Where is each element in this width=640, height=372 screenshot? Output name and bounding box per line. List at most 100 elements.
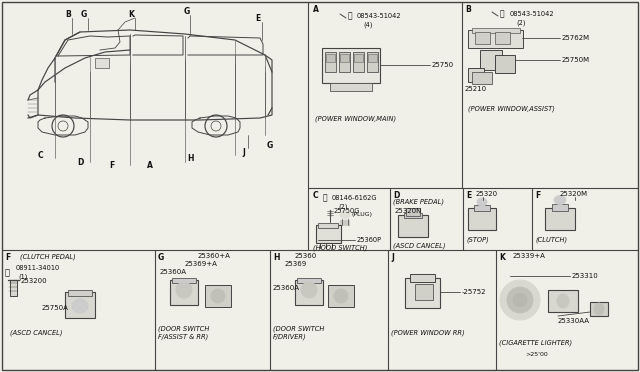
Bar — [340, 54, 349, 62]
Bar — [406, 208, 420, 216]
Bar — [326, 54, 335, 62]
Bar — [65, 292, 95, 318]
Ellipse shape — [477, 198, 487, 206]
Text: 25360A: 25360A — [160, 269, 187, 275]
Text: -25752: -25752 — [462, 289, 486, 295]
Text: (POWER WINDOW RR): (POWER WINDOW RR) — [391, 330, 465, 337]
Text: 25762M: 25762M — [562, 35, 590, 41]
Text: 08543-51042: 08543-51042 — [510, 11, 555, 17]
Text: (4): (4) — [363, 21, 372, 28]
Bar — [468, 68, 484, 82]
Bar — [297, 278, 321, 283]
Bar — [330, 83, 372, 91]
Text: F/DRIVER): F/DRIVER) — [273, 333, 307, 340]
Text: (DOOR SWITCH: (DOOR SWITCH — [273, 325, 324, 331]
Text: (HOOD SWITCH): (HOOD SWITCH) — [313, 244, 367, 250]
Text: (PLUG): (PLUG) — [352, 212, 373, 217]
Bar — [295, 280, 323, 305]
Text: 25320: 25320 — [476, 191, 498, 197]
Text: >25'00: >25'00 — [525, 352, 548, 357]
Bar — [354, 54, 363, 62]
Bar — [95, 58, 109, 68]
Text: 25320N: 25320N — [395, 208, 422, 214]
Bar — [368, 54, 377, 62]
Bar — [472, 72, 492, 84]
Bar — [325, 52, 336, 72]
Text: (CLUTCH): (CLUTCH) — [535, 236, 567, 243]
Text: J: J — [243, 148, 245, 157]
Text: (CLUTCH PEDAL): (CLUTCH PEDAL) — [20, 253, 76, 260]
Text: (CIGARETTE LIGHTER): (CIGARETTE LIGHTER) — [499, 340, 572, 346]
Text: G: G — [267, 141, 273, 150]
Bar — [495, 55, 515, 73]
Bar — [468, 208, 496, 230]
Text: 25369: 25369 — [285, 261, 307, 267]
Text: 08146-6162G: 08146-6162G — [332, 195, 378, 201]
Text: C: C — [313, 191, 319, 200]
Text: (DOOR SWITCH: (DOOR SWITCH — [158, 325, 209, 331]
Text: K: K — [499, 253, 505, 262]
Text: 253310: 253310 — [572, 273, 599, 279]
Text: 25750A: 25750A — [42, 305, 69, 311]
Bar — [398, 215, 428, 237]
Bar — [170, 280, 198, 305]
Text: (ASCD CANCEL): (ASCD CANCEL) — [10, 330, 63, 337]
Circle shape — [500, 280, 540, 320]
Bar — [205, 285, 231, 307]
Text: (STOP): (STOP) — [466, 236, 489, 243]
Bar — [404, 213, 422, 218]
Text: (ASCD CANCEL): (ASCD CANCEL) — [393, 242, 445, 248]
Text: (POWER WINDOW,MAIN): (POWER WINDOW,MAIN) — [315, 115, 396, 122]
Text: (1): (1) — [18, 273, 28, 279]
Text: 25360+A: 25360+A — [198, 253, 231, 259]
Bar — [552, 204, 568, 211]
Text: F/ASSIST & RR): F/ASSIST & RR) — [158, 333, 208, 340]
Bar — [328, 285, 354, 307]
Bar — [545, 208, 575, 230]
Ellipse shape — [594, 303, 604, 315]
Text: A: A — [147, 160, 153, 170]
Text: 25360A: 25360A — [273, 285, 300, 291]
Bar — [172, 278, 196, 283]
Text: C: C — [37, 151, 43, 160]
Text: 25339+A: 25339+A — [513, 253, 546, 259]
Text: F: F — [5, 253, 10, 262]
Text: D: D — [393, 191, 399, 200]
Bar — [405, 278, 440, 308]
Text: F: F — [109, 160, 115, 170]
Bar — [410, 274, 435, 282]
Text: H: H — [187, 154, 193, 163]
Text: 25330AA: 25330AA — [558, 318, 590, 324]
Ellipse shape — [301, 282, 317, 298]
Text: 25750M: 25750M — [562, 57, 590, 63]
Text: ⓝ: ⓝ — [5, 268, 10, 277]
Text: B: B — [65, 10, 71, 19]
Ellipse shape — [176, 282, 192, 298]
Bar — [474, 205, 490, 211]
Text: A: A — [313, 5, 319, 14]
Text: K: K — [128, 10, 134, 19]
Text: E: E — [466, 191, 471, 200]
Text: 253200: 253200 — [21, 278, 47, 284]
Text: Ⓢ: Ⓢ — [500, 10, 504, 19]
Text: H: H — [273, 253, 280, 262]
Text: G: G — [158, 253, 164, 262]
Bar — [475, 32, 490, 44]
Text: 25210: 25210 — [465, 86, 487, 92]
Text: 25369+A: 25369+A — [185, 261, 218, 267]
Ellipse shape — [554, 196, 566, 205]
Circle shape — [513, 293, 527, 307]
Text: 25750: 25750 — [432, 62, 454, 68]
Text: (2): (2) — [516, 19, 525, 26]
Ellipse shape — [211, 289, 225, 303]
Ellipse shape — [334, 289, 348, 303]
Bar — [316, 225, 341, 243]
Bar — [468, 30, 523, 48]
Text: J: J — [391, 253, 394, 262]
Bar — [415, 284, 433, 300]
Text: Ⓢ: Ⓢ — [348, 12, 353, 20]
Text: 25320M: 25320M — [560, 191, 588, 197]
Text: G: G — [184, 6, 190, 16]
Text: F: F — [535, 191, 540, 200]
Text: 25750G: 25750G — [334, 208, 360, 214]
